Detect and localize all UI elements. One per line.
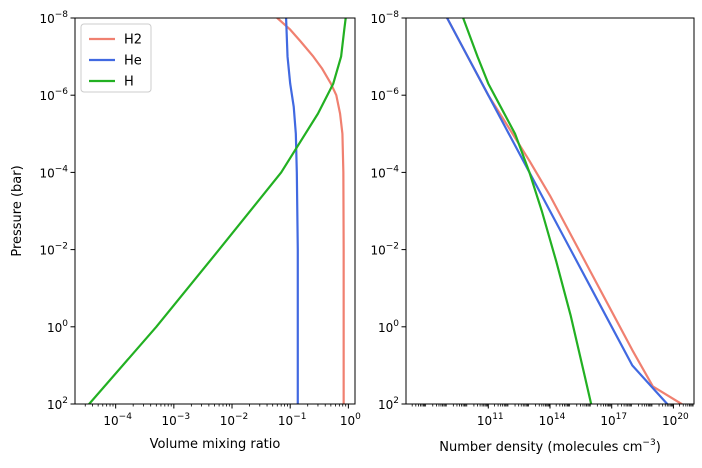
legend: H2 He H	[80, 23, 152, 93]
y-tick-label: 10−6	[39, 87, 68, 103]
tick-base: 10	[39, 244, 54, 258]
tick-exponent: 0	[355, 412, 361, 422]
tick-base: 10	[220, 414, 235, 428]
tick-exponent: 20	[677, 412, 689, 422]
y-tick-label: 102	[378, 396, 399, 412]
tick-exponent: −1	[293, 412, 306, 422]
series-line-h	[88, 18, 347, 404]
x-tick-label: 10−1	[278, 412, 307, 428]
tick-exponent: 2	[62, 396, 68, 406]
y-axis-label: Pressure (bar)	[10, 165, 25, 256]
series-line-h2	[276, 18, 345, 404]
tick-exponent: −2	[55, 242, 68, 252]
right-panel-number-density: 1011 1014 1017 102010−810−610−410−2100102Nu…	[370, 10, 695, 455]
tick-base: 10	[39, 89, 54, 103]
tick-base: 10	[162, 414, 177, 428]
legend-label-he: He	[124, 54, 142, 69]
tick-base: 10	[47, 398, 62, 412]
tick-base: 10	[370, 89, 385, 103]
tick-base: 10	[370, 244, 385, 258]
tick-exponent: 17	[616, 412, 627, 422]
x-tick-label: 100	[340, 412, 361, 428]
tick-exponent: −4	[119, 412, 133, 422]
tick-base: 10	[600, 414, 615, 428]
tick-exponent: −4	[386, 164, 400, 174]
tick-base: 10	[278, 414, 293, 428]
tick-exponent: −3	[177, 412, 190, 422]
tick-exponent: 2	[393, 396, 399, 406]
y-tick-label: 10−2	[370, 242, 399, 258]
y-tick-label: 10−4	[370, 164, 399, 180]
tick-base: 10	[103, 414, 118, 428]
series-line-he	[446, 18, 669, 404]
y-tick-label: 102	[47, 396, 68, 412]
tick-exponent: −2	[386, 242, 399, 252]
tick-exponent: 14	[554, 412, 566, 422]
tick-base: 10	[39, 166, 54, 180]
tick-exponent: 0	[393, 319, 399, 329]
x-tick-label: 10−4	[103, 412, 132, 428]
series-line-he	[284, 18, 299, 404]
x-tick-label: 1017	[600, 412, 627, 428]
tick-exponent: −2	[235, 412, 248, 422]
axes-frame	[74, 17, 356, 405]
legend-box	[80, 23, 152, 93]
y-tick-label: 10−6	[370, 87, 399, 103]
x-tick-label: 1011	[477, 412, 504, 428]
tick-exponent: 11	[492, 412, 503, 422]
x-axis-label-sup: −3	[642, 438, 655, 448]
x-axis-label-end: )	[656, 440, 661, 455]
x-axis-label: Number density (molecules cm−3)	[439, 438, 661, 455]
legend-label-h: H	[124, 75, 134, 90]
y-tick-label: 100	[47, 319, 68, 335]
x-tick-label: 10−3	[162, 412, 191, 428]
x-axis-label-main: Number density (molecules cm	[439, 440, 642, 455]
tick-base: 10	[662, 414, 677, 428]
tick-exponent: 0	[62, 319, 68, 329]
y-tick-label: 10−8	[39, 10, 68, 26]
tick-exponent: −8	[386, 10, 400, 20]
left-panel-mixing-ratio: 10−4 10−3 10−2 10−1 10010−810−610−410−210010…	[10, 10, 361, 452]
x-tick-label: 10−2	[220, 412, 249, 428]
y-tick-label: 10−2	[39, 242, 68, 258]
tick-exponent: −6	[55, 87, 69, 97]
tick-base: 10	[39, 12, 54, 26]
tick-base: 10	[47, 321, 62, 335]
tick-base: 10	[370, 12, 385, 26]
x-tick-label: 1020	[662, 412, 689, 428]
tick-exponent: −6	[386, 87, 400, 97]
tick-base: 10	[370, 166, 385, 180]
y-tick-label: 10−8	[370, 10, 399, 26]
tick-exponent: −8	[55, 10, 69, 20]
y-tick-label: 10−4	[39, 164, 68, 180]
x-axis-label: Volume mixing ratio	[150, 437, 281, 452]
tick-base: 10	[378, 398, 393, 412]
tick-base: 10	[378, 321, 393, 335]
legend-label-h2: H2	[124, 33, 142, 48]
series-line-h	[462, 18, 593, 404]
y-tick-label: 100	[378, 319, 399, 335]
tick-base: 10	[340, 414, 355, 428]
x-tick-label: 1014	[539, 412, 566, 428]
tick-base: 10	[477, 414, 492, 428]
tick-base: 10	[539, 414, 554, 428]
tick-exponent: −4	[55, 164, 69, 174]
